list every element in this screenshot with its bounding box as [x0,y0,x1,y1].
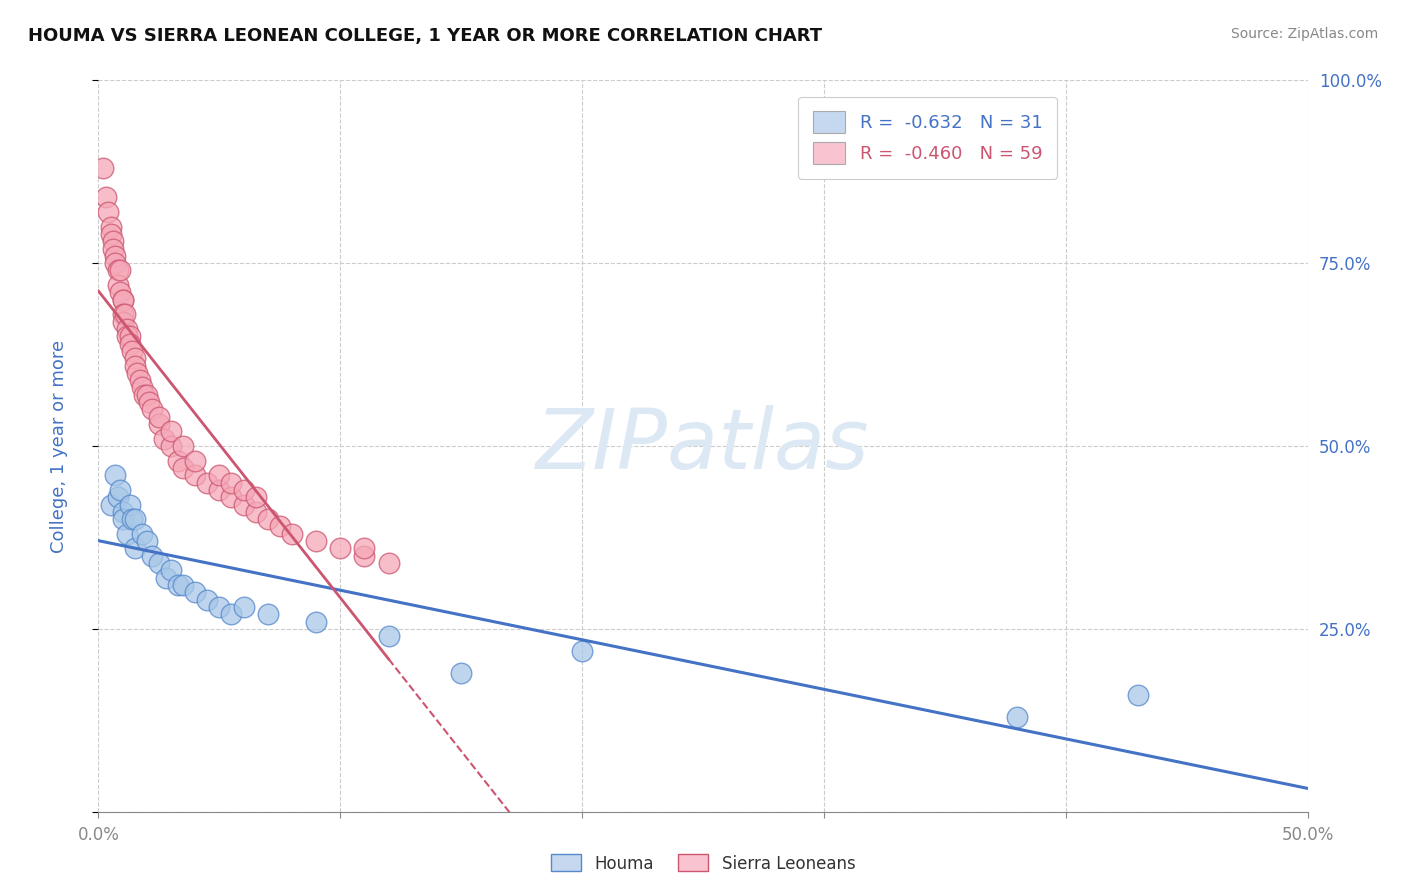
Point [172,461,194,475]
Point [148,556,170,570]
Text: HOUMA VS SIERRA LEONEAN COLLEGE, 1 YEAR OR MORE CORRELATION CHART: HOUMA VS SIERRA LEONEAN COLLEGE, 1 YEAR … [28,27,823,45]
Point [107,263,129,277]
Point [114,307,136,321]
Point [111,307,134,321]
Point [111,315,134,329]
Point [108,483,131,497]
Point [124,541,146,556]
Point [195,592,218,607]
Point [256,607,278,622]
Point [97,205,120,219]
Point [167,578,190,592]
Point [256,512,278,526]
Point [377,629,399,643]
Point [167,453,190,467]
Point [208,599,231,614]
Point [117,526,139,541]
Point [117,329,139,343]
Point [117,322,139,336]
Point [269,519,291,533]
Point [1007,709,1029,723]
Point [148,409,170,424]
Point [138,395,160,409]
Point [245,505,267,519]
Point [571,644,593,658]
Point [108,263,131,277]
Point [118,329,141,343]
Point [232,498,254,512]
Point [195,475,218,490]
Point [172,578,194,592]
Point [101,234,124,248]
Point [111,512,134,526]
Point [184,453,207,467]
Point [118,498,141,512]
Point [104,249,127,263]
Point [160,425,183,439]
Point [104,256,127,270]
Point [108,285,131,300]
Point [208,468,231,483]
Point [377,556,399,570]
Point [353,541,375,556]
Point [221,607,243,622]
Point [135,534,157,549]
Legend: R =  -0.632   N = 31, R =  -0.460   N = 59: R = -0.632 N = 31, R = -0.460 N = 59 [799,96,1057,178]
Point [184,468,207,483]
Point [184,585,207,599]
Point [94,190,117,204]
Point [148,417,170,431]
Point [305,534,328,549]
Point [232,483,254,497]
Point [101,242,124,256]
Point [100,498,122,512]
Point [111,293,134,307]
Point [131,380,153,394]
Point [245,490,267,504]
Point [450,665,472,680]
Point [124,359,146,373]
Point [155,571,177,585]
Point [329,541,352,556]
Point [141,402,163,417]
Point [127,366,149,380]
Point [107,490,129,504]
Point [160,563,183,577]
Point [221,475,243,490]
Point [107,278,129,293]
Point [104,468,127,483]
Point [121,512,143,526]
Point [281,526,304,541]
Point [111,505,134,519]
Y-axis label: College, 1 year or more: College, 1 year or more [49,340,67,552]
Point [1128,688,1150,702]
Point [172,439,194,453]
Point [353,549,375,563]
Point [118,336,141,351]
Point [131,526,153,541]
Point [100,219,122,234]
Point [124,512,146,526]
Text: ZIPatlas: ZIPatlas [536,406,870,486]
Point [160,439,183,453]
Point [208,483,231,497]
Point [111,293,134,307]
Point [100,227,122,241]
Point [141,549,163,563]
Point [135,388,157,402]
Point [221,490,243,504]
Point [124,351,146,366]
Point [121,343,143,358]
Point [305,615,328,629]
Point [232,599,254,614]
Point [152,432,174,446]
Point [128,373,150,387]
Point [134,388,156,402]
Legend: Houma, Sierra Leoneans: Houma, Sierra Leoneans [544,847,862,880]
Point [91,161,114,175]
Text: Source: ZipAtlas.com: Source: ZipAtlas.com [1230,27,1378,41]
